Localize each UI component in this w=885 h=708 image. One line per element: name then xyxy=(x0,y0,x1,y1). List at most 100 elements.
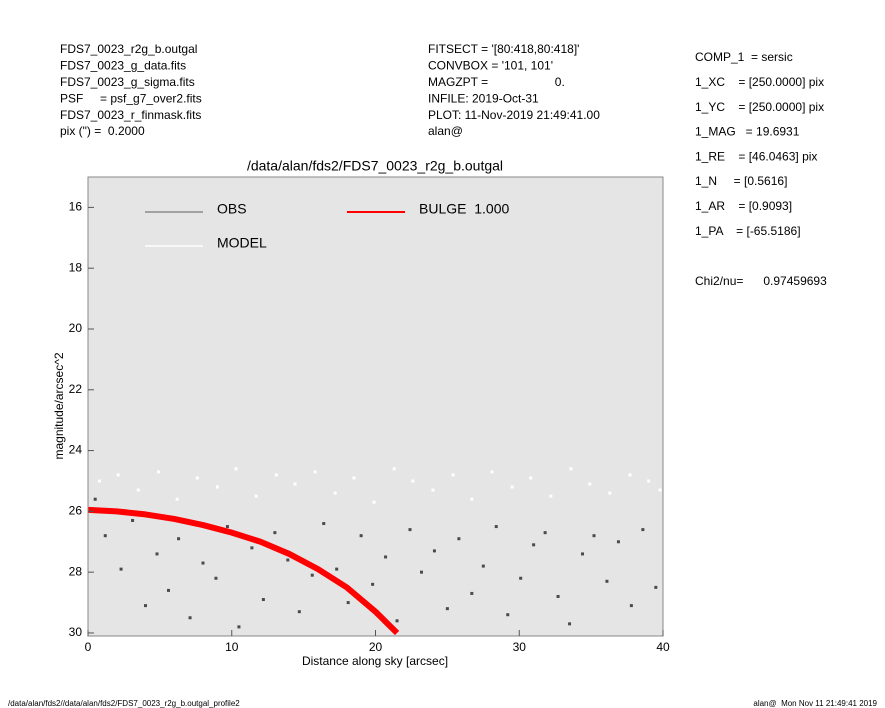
fit-parameter: 1_N = [0.5616] xyxy=(695,174,787,188)
y-tick-label: 30 xyxy=(69,625,83,639)
data-point xyxy=(195,476,199,480)
data-point xyxy=(177,537,181,541)
data-point xyxy=(93,497,97,501)
data-point xyxy=(543,531,547,535)
data-point xyxy=(432,549,436,553)
data-point xyxy=(214,576,218,580)
data-point xyxy=(136,488,140,492)
data-point xyxy=(628,473,632,477)
data-point xyxy=(408,528,412,532)
data-point xyxy=(616,540,620,544)
y-tick-label: 26 xyxy=(69,504,83,518)
data-point xyxy=(411,479,415,483)
data-point xyxy=(333,491,337,495)
data-point xyxy=(188,616,192,620)
data-point xyxy=(119,567,123,571)
data-point xyxy=(254,494,258,498)
data-point xyxy=(451,473,455,477)
data-point xyxy=(273,531,277,535)
data-point xyxy=(286,558,290,562)
data-point xyxy=(647,479,651,483)
x-tick-label: 0 xyxy=(85,640,92,654)
y-tick-label: 28 xyxy=(69,564,83,578)
data-point xyxy=(116,473,120,477)
y-tick-label: 18 xyxy=(69,260,83,274)
fit-parameter: 1_YC = [250.0000] pix xyxy=(695,100,824,114)
plot-area xyxy=(88,177,663,636)
data-point xyxy=(581,552,584,556)
data-point xyxy=(481,564,485,568)
x-tick-label: 10 xyxy=(225,640,239,654)
data-point xyxy=(346,601,350,605)
data-point xyxy=(215,485,219,489)
data-point xyxy=(297,610,301,614)
footer-right: alan@ Mon Nov 11 21:49:41 2019 xyxy=(753,699,877,708)
fit-parameter: 1_AR = [0.9093] xyxy=(695,199,792,213)
data-point xyxy=(529,476,533,480)
data-point xyxy=(225,525,229,529)
data-point xyxy=(167,588,170,592)
data-point xyxy=(519,576,523,580)
data-point xyxy=(556,594,560,598)
header-line: FDS7_0023_r2g_b.outgal xyxy=(60,42,197,56)
header-line: alan@ xyxy=(428,124,463,138)
data-point xyxy=(654,585,658,589)
y-tick-label: 16 xyxy=(69,200,83,214)
data-point xyxy=(569,467,573,471)
data-point xyxy=(608,491,612,495)
header-line: FDS7_0023_g_sigma.fits xyxy=(60,75,195,89)
footer-left: /data/alan/fds2//data/alan/fds2/FDS7_002… xyxy=(8,699,240,708)
data-point xyxy=(445,607,449,611)
data-point xyxy=(234,467,238,471)
data-point xyxy=(144,604,147,608)
header-line: PSF = psf_g7_over2.fits xyxy=(60,91,202,105)
data-point xyxy=(658,488,662,492)
data-point xyxy=(293,482,297,486)
data-point xyxy=(250,546,254,550)
data-point xyxy=(431,488,435,492)
y-axis-label: magnitude/arcsec^2 xyxy=(52,352,66,459)
data-point xyxy=(532,543,536,547)
plot-marks xyxy=(88,467,662,636)
header-line: CONVBOX = '101, 101' xyxy=(428,59,553,73)
data-point xyxy=(313,470,317,474)
data-point xyxy=(98,479,101,483)
data-point xyxy=(494,525,498,529)
data-point xyxy=(103,534,107,538)
data-point xyxy=(568,622,572,626)
x-tick-label: 30 xyxy=(513,640,527,654)
header-line: FITSECT = '[80:418,80:418]' xyxy=(428,42,579,56)
data-point xyxy=(510,485,514,489)
fit-parameter: 1_RE = [46.0463] pix xyxy=(695,149,817,163)
data-point xyxy=(156,470,160,474)
y-tick-label: 22 xyxy=(69,382,83,396)
data-point xyxy=(490,470,494,474)
data-point xyxy=(175,497,179,501)
fit-parameter: COMP_1 = sersic xyxy=(695,50,793,64)
header-line: FDS7_0023_r_finmask.fits xyxy=(60,108,201,122)
header-line: PLOT: 11-Nov-2019 21:49:41.00 xyxy=(428,108,600,122)
data-point xyxy=(629,604,633,608)
header-line: FDS7_0023_g_data.fits xyxy=(60,59,186,73)
data-point xyxy=(588,482,592,486)
chart-title: /data/alan/fds2/FDS7_0023_r2g_b.outgal xyxy=(247,158,503,174)
data-point xyxy=(155,552,159,556)
data-point xyxy=(457,537,461,541)
header-line: pix (") = 0.2000 xyxy=(60,124,145,138)
data-point xyxy=(470,497,474,501)
fit-parameter: 1_XC = [250.0000] pix xyxy=(695,75,824,89)
fit-parameter: 1_MAG = 19.6931 xyxy=(695,125,800,139)
data-point xyxy=(335,567,339,571)
data-point xyxy=(359,534,363,538)
x-axis-label: Distance along sky [arcsec] xyxy=(302,654,448,668)
data-point xyxy=(322,522,326,526)
data-point xyxy=(506,613,510,617)
data-point xyxy=(605,579,609,583)
data-point xyxy=(384,555,388,559)
chi2: Chi2/nu= 0.97459693 xyxy=(695,274,827,288)
data-point xyxy=(274,473,278,477)
fit-parameter: 1_PA = [-65.5186] xyxy=(695,224,801,238)
data-point xyxy=(352,476,356,480)
legend-label: BULGE 1.000 xyxy=(419,201,509,217)
